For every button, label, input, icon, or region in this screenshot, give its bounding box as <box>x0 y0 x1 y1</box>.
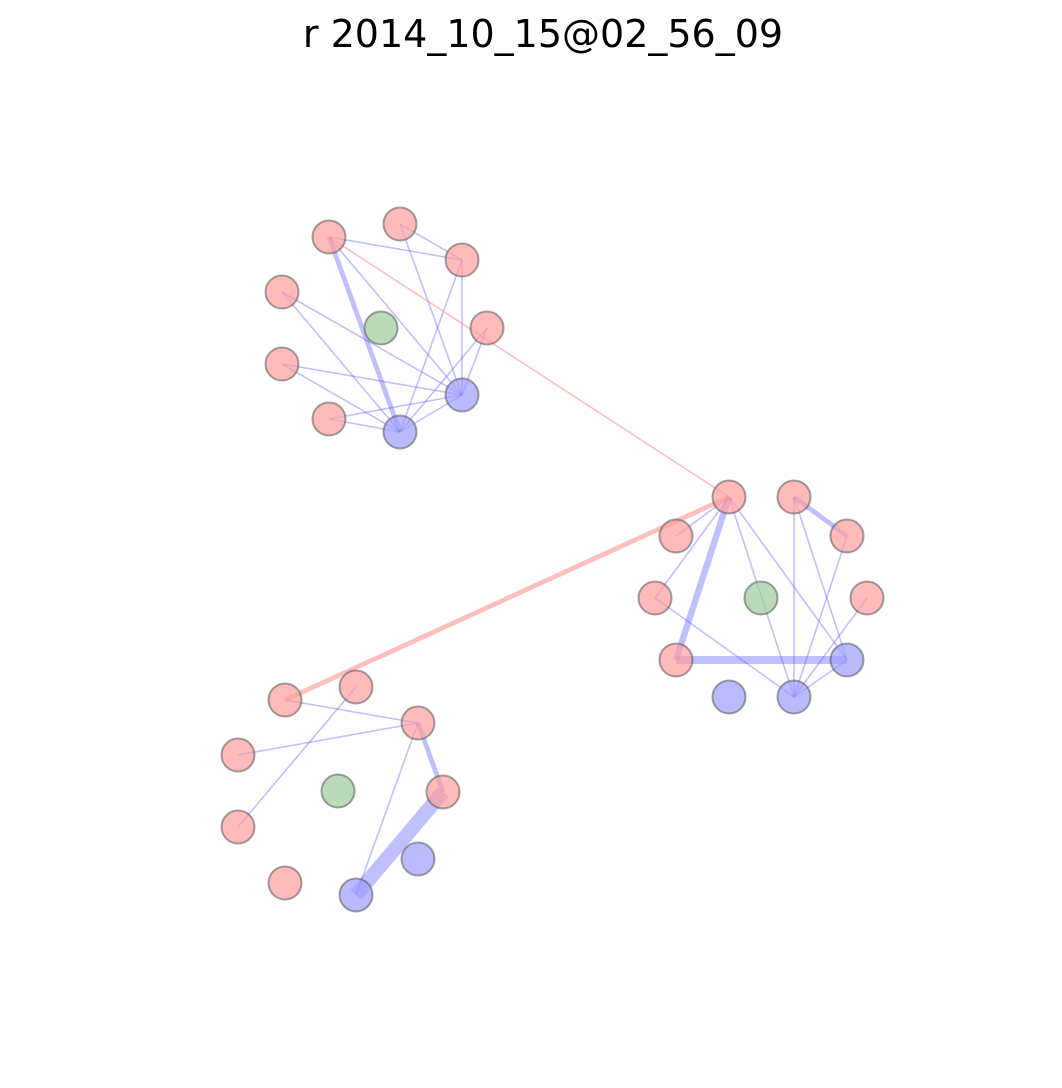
node-c6-red <box>425 774 461 810</box>
edge-a6-a8 <box>328 394 463 420</box>
edge-c3-c8 <box>355 722 419 896</box>
edge-a2-a8 <box>399 223 463 396</box>
node-b9-blue <box>829 642 865 678</box>
node-a8-blue <box>444 377 480 413</box>
edge-b4-b8 <box>793 535 848 698</box>
edge-b5-b8 <box>654 597 795 698</box>
edge-b6-b8 <box>793 597 868 698</box>
edge-a1-b1 <box>328 236 730 498</box>
node-a5-red <box>264 346 300 382</box>
edge-b1-b9 <box>728 496 848 661</box>
edge-a3-a9 <box>399 259 463 433</box>
edge-a1-a9 <box>326 236 403 433</box>
node-a6-red <box>311 401 347 437</box>
node-a9-blue <box>382 414 418 450</box>
edge-c1-c3 <box>284 699 419 724</box>
node-b1-red <box>711 479 747 515</box>
edge-c2-c5 <box>237 686 357 828</box>
node-a2-red <box>382 206 418 242</box>
node-b8-blue <box>776 679 812 715</box>
edge-b1-b5 <box>654 496 730 599</box>
edge-a4-a9 <box>281 291 401 433</box>
node-ag-green <box>363 310 399 346</box>
edge-a7-a9 <box>399 327 488 433</box>
edge-a1-a3 <box>328 236 463 261</box>
edge-a1-a8 <box>328 236 463 396</box>
node-cg-green <box>320 773 356 809</box>
node-c9-blue <box>400 841 436 877</box>
node-b4-red <box>829 518 865 554</box>
node-b10-blue <box>711 679 747 715</box>
node-c2-red <box>338 669 374 705</box>
node-b5-red <box>637 580 673 616</box>
edge-c6-c8 <box>350 787 449 900</box>
node-b3-red <box>776 479 812 515</box>
node-c7-red <box>267 865 303 901</box>
node-c8-blue <box>338 877 374 913</box>
edge-a5-a8 <box>281 363 463 396</box>
edge-c1-b1 <box>284 494 730 703</box>
figure-title: r 2014_10_15@02_56_09 <box>302 12 784 56</box>
nodes-layer <box>220 206 885 913</box>
node-a7-red <box>469 310 505 346</box>
edge-c3-c4 <box>237 722 419 756</box>
node-a1-red <box>311 219 347 255</box>
node-b7-red <box>658 642 694 678</box>
edge-b1-b7 <box>672 496 733 661</box>
node-a4-red <box>264 274 300 310</box>
edges-layer <box>237 223 868 900</box>
node-b2-red <box>658 518 694 554</box>
node-a3-red <box>444 242 480 278</box>
edge-a4-a8 <box>281 291 463 396</box>
edge-b3-b9 <box>793 496 848 661</box>
edge-a5-a9 <box>281 363 401 433</box>
node-c5-red <box>220 809 256 845</box>
node-b6-red <box>849 580 885 616</box>
node-c3-red <box>400 705 436 741</box>
node-c1-red <box>267 682 303 718</box>
node-c4-red <box>220 737 256 773</box>
node-bg-green <box>743 580 779 616</box>
